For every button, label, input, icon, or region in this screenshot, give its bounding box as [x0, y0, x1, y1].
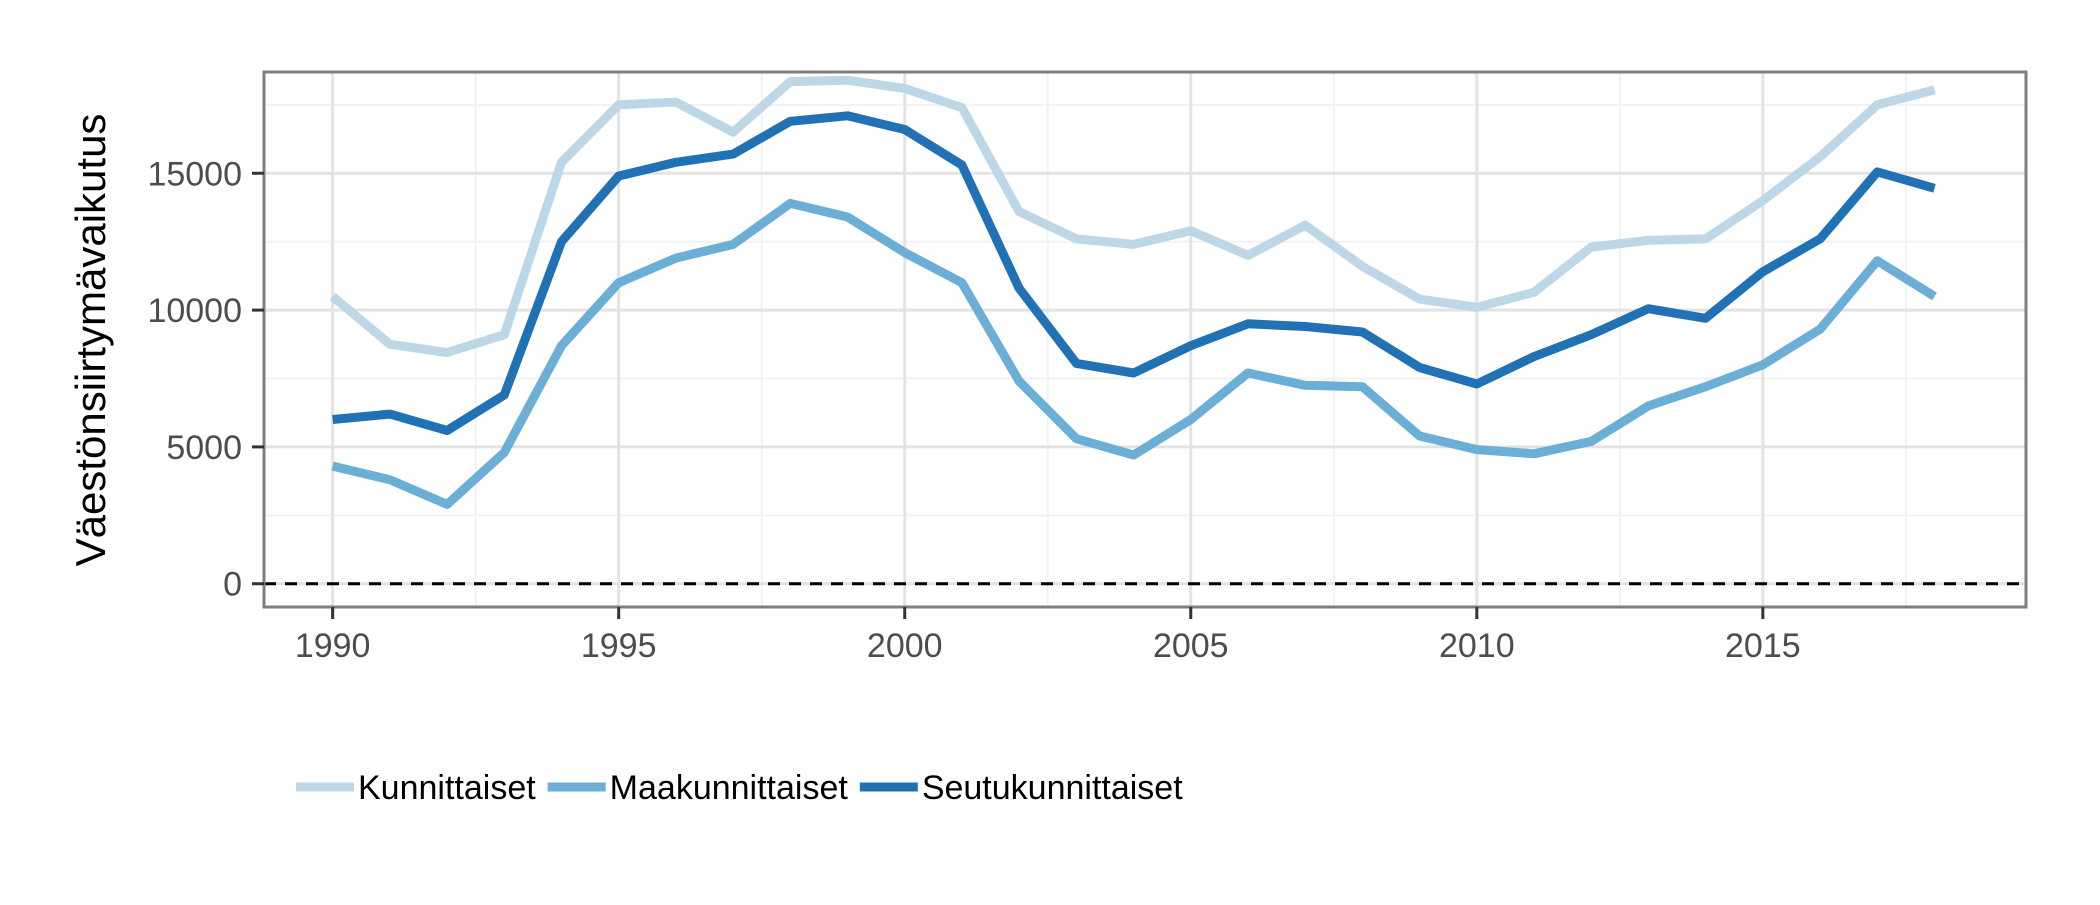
legend-item-seutukunnittaiset: Seutukunnittaiset — [859, 769, 1183, 807]
y-tick-label: 10000 — [147, 292, 242, 330]
series-line-kunnittaiset — [329, 75, 1936, 357]
y-axis-title: Väestönsiirtymävaikutus — [67, 114, 114, 567]
x-axis: 1990 1995 2000 2005 2010 2015 — [295, 607, 1801, 665]
x-tick-label: 2010 — [1439, 627, 1515, 665]
legend-item-kunnittaiset: Kunnittaiset — [296, 769, 536, 807]
series-line-seutukunnittaiset — [332, 111, 1936, 435]
y-tick-label: 15000 — [147, 155, 242, 193]
legend-label: Seutukunnittaiset — [922, 769, 1183, 807]
y-axis: 0 5000 10000 15000 — [147, 155, 264, 604]
legend-item-maakunnittaiset: Maakunnittaiset — [547, 769, 849, 807]
x-tick-label: 1990 — [295, 627, 371, 665]
y-tick-label: 0 — [223, 566, 242, 604]
plot-panel-border — [262, 70, 2028, 609]
legend-label: Maakunnittaiset — [610, 769, 849, 807]
series-lines — [329, 75, 1937, 509]
x-tick-label: 2005 — [1153, 627, 1229, 665]
x-tick-label: 2000 — [867, 627, 943, 665]
series-line-maakunnittaiset — [331, 198, 1937, 509]
x-tick-label: 1995 — [581, 627, 657, 665]
y-tick-label: 5000 — [166, 429, 242, 467]
legend-label: Kunnittaiset — [358, 769, 536, 807]
x-tick-label: 2015 — [1725, 627, 1801, 665]
legend: Kunnittaiset Maakunnittaiset Seutukunnitta… — [296, 769, 1183, 807]
